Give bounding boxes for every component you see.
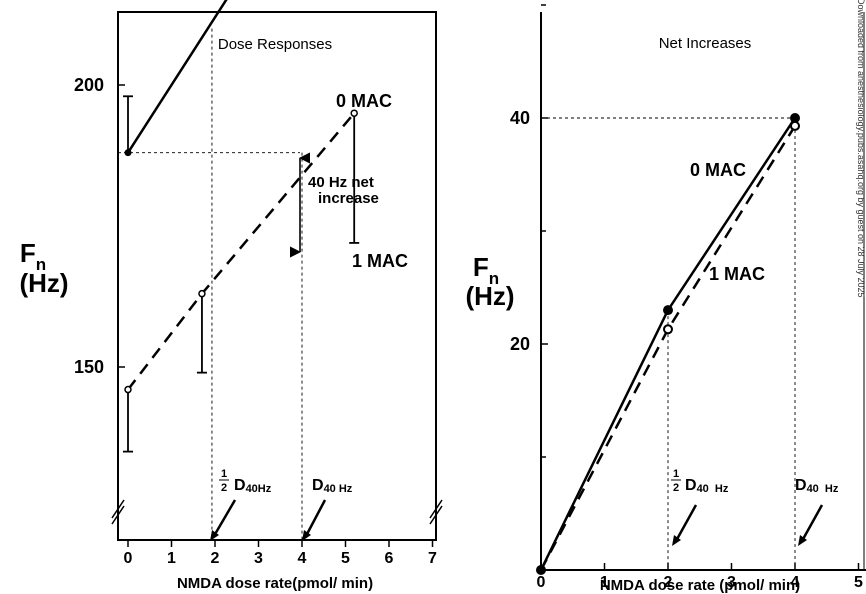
- data-point-filled: [124, 149, 132, 157]
- x-tick-label: 2: [664, 574, 673, 591]
- right-series: [536, 113, 800, 575]
- left-ylabel-f: Fn: [20, 238, 46, 274]
- net-increase-label-line2: increase: [318, 190, 379, 207]
- series-line-1: [127, 112, 356, 391]
- left-axis-break: [111, 499, 443, 525]
- right-label-1mac: 1 MAC: [709, 264, 765, 284]
- data-point-open: [663, 324, 673, 335]
- left-ylabel-unit: (Hz): [19, 268, 68, 298]
- left-half-dose-label: 1 2 D40Hz: [210, 468, 272, 541]
- x-tick-label: 1: [167, 550, 176, 567]
- x-tick-label: 3: [254, 550, 263, 567]
- left-x-ticks: 0 1 2 3 4 5 6 7: [124, 540, 437, 567]
- right-label-0mac: 0 MAC: [690, 160, 746, 180]
- right-ylabel-f: Fn: [473, 252, 499, 288]
- left-label-1mac: 1 MAC: [352, 251, 408, 271]
- right-dose-d: D40 Hz: [795, 477, 839, 495]
- data-point-filled: [790, 113, 800, 123]
- x-tick-label: 5: [341, 550, 350, 567]
- right-half-dose-arrow: [674, 504, 698, 542]
- x-tick-label: 0: [537, 574, 546, 591]
- x-tick-label: 2: [211, 550, 220, 567]
- right-half-frac-num: 1: [673, 468, 679, 480]
- left-panel: Dose Responses 150 200 2 5 0 0 1 2 3 4 5 6 7 Fn (Hz…: [19, 0, 443, 592]
- data-point-open: [790, 120, 800, 131]
- x-tick-label: 5: [854, 574, 863, 591]
- left-dose-d: D40 Hz: [312, 477, 353, 495]
- left-dose-label: D40 Hz: [302, 477, 353, 541]
- left-plot-frame: [117, 11, 437, 541]
- left-reference-lines: [118, 28, 303, 540]
- right-dose-arrow: [800, 504, 824, 542]
- right-half-frac-den: 2: [673, 482, 679, 494]
- data-point-filled: [663, 305, 673, 316]
- x-tick-label: 0: [124, 550, 133, 567]
- left-y-ticks: 150200250: [74, 75, 125, 377]
- left-xlabel: NMDA dose rate(pmol/ min): [177, 575, 373, 592]
- side-watermark-text: Downloaded from anesthesiology.pubs.asah…: [856, 0, 866, 298]
- series-line-1: [539, 125, 797, 571]
- right-xlabel: NMDA dose rate (pmol/ min): [600, 577, 800, 594]
- left-label-0mac: 0 MAC: [336, 91, 392, 111]
- net-increase-label-line1: 40 Hz net: [308, 174, 374, 191]
- x-tick-label: 3: [727, 574, 736, 591]
- data-point-open: [124, 385, 132, 394]
- data-point-open: [350, 109, 358, 117]
- left-half-frac-den: 2: [221, 482, 227, 494]
- x-tick-label: 4: [298, 550, 307, 567]
- right-x-ticks: 0 1 2 3 4 5: [537, 563, 863, 591]
- left-half-frac-num: 1: [221, 468, 227, 480]
- right-title: Net Increases: [659, 35, 752, 52]
- left-dose-arrow: [304, 499, 327, 537]
- right-half-dose-label: 1 2 D40 Hz: [671, 468, 729, 546]
- left-series: [123, 0, 360, 453]
- x-tick-label: 7: [428, 550, 437, 567]
- y-tick-label: 40: [510, 108, 530, 128]
- y-tick-label: 150: [74, 357, 104, 377]
- left-half-dose-d: D40Hz: [234, 477, 272, 495]
- y-tick-label: 20: [510, 334, 530, 354]
- left-title: Dose Responses: [218, 36, 332, 53]
- x-tick-label: 1: [600, 574, 609, 591]
- right-ylabel-unit: (Hz): [465, 281, 514, 311]
- right-dose-label: D40 Hz: [795, 477, 839, 546]
- right-half-dose-d: D40 Hz: [685, 477, 729, 495]
- y-tick-label: 200: [74, 75, 104, 95]
- x-tick-label: 4: [791, 574, 800, 591]
- right-reference-lines: [541, 117, 796, 570]
- left-half-dose-arrow: [212, 499, 237, 537]
- x-tick-label: 6: [385, 550, 394, 567]
- series-line-0: [126, 0, 228, 154]
- data-point-open: [198, 289, 206, 298]
